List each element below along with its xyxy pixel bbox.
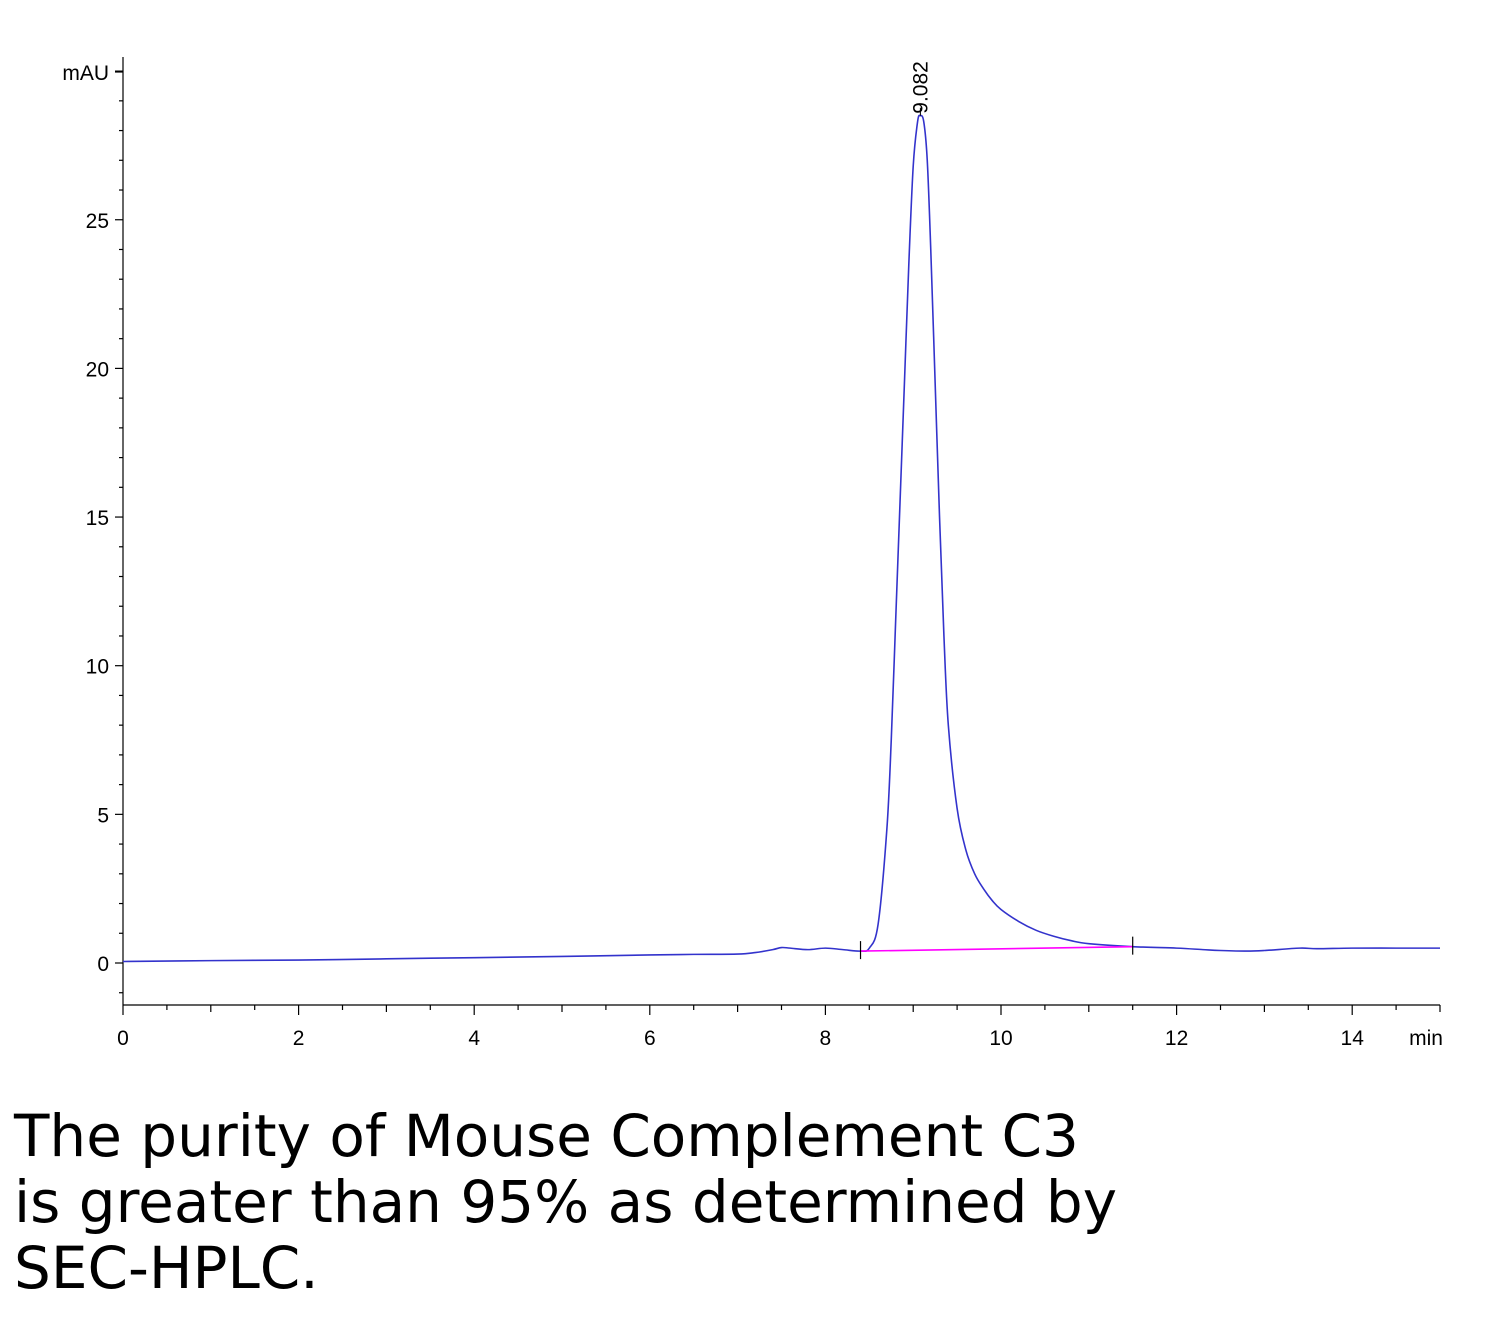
y-tick-label: 25 bbox=[86, 210, 109, 233]
integration-baseline bbox=[860, 945, 1133, 952]
x-tick-label: 2 bbox=[293, 1027, 305, 1050]
figure-caption: The purity of Mouse Complement C3 is gre… bbox=[14, 1102, 1118, 1302]
x-tick-label: 8 bbox=[820, 1027, 832, 1050]
y-axis-label: mAU bbox=[62, 62, 109, 85]
y-tick-label: 20 bbox=[86, 358, 109, 381]
chromatogram-trace bbox=[122, 114, 1440, 963]
y-tick-label: 15 bbox=[86, 507, 109, 530]
series-lines bbox=[122, 114, 1440, 963]
tick-marks bbox=[115, 70, 1441, 1015]
y-tick-label: 0 bbox=[97, 953, 109, 976]
x-tick-label: 0 bbox=[117, 1027, 129, 1050]
x-tick-label: 10 bbox=[989, 1027, 1012, 1050]
x-axis-label: min bbox=[1409, 1027, 1443, 1050]
x-tick-label: 12 bbox=[1165, 1027, 1188, 1050]
y-tick-label: 10 bbox=[86, 656, 109, 679]
x-tick-label: 4 bbox=[468, 1027, 480, 1050]
tick-labels: 0 5 10 15 20 25 mAU 0 2 4 6 8 10 12 14 min bbox=[62, 62, 1443, 1050]
x-tick-label: 14 bbox=[1341, 1027, 1365, 1050]
y-tick-label: 5 bbox=[97, 804, 109, 827]
chromatogram-chart: 0 5 10 15 20 25 mAU 0 2 4 6 8 10 12 14 min 9.082 bbox=[62, 57, 1443, 1050]
x-tick-label: 6 bbox=[644, 1027, 656, 1050]
axes bbox=[122, 57, 1440, 1006]
peak-retention-label: 9.082 bbox=[909, 61, 932, 114]
peak-annotations: 9.082 bbox=[909, 61, 932, 116]
